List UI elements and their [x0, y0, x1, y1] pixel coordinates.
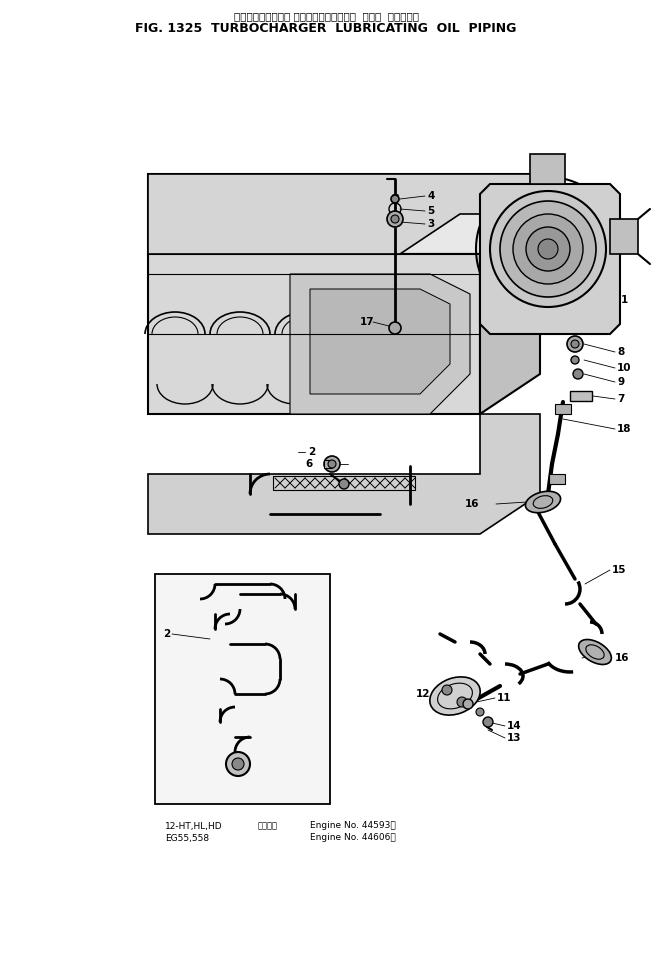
- Circle shape: [389, 322, 401, 334]
- Circle shape: [328, 460, 336, 468]
- Circle shape: [513, 214, 583, 284]
- Text: EG55,558: EG55,558: [165, 834, 209, 843]
- Circle shape: [391, 195, 399, 203]
- Circle shape: [457, 697, 467, 707]
- Text: 6: 6: [305, 459, 312, 469]
- Circle shape: [387, 211, 403, 227]
- Circle shape: [571, 340, 579, 348]
- Ellipse shape: [430, 677, 480, 715]
- Text: 16: 16: [615, 653, 629, 663]
- Circle shape: [526, 227, 570, 271]
- Text: 14: 14: [507, 721, 522, 731]
- Polygon shape: [480, 214, 540, 414]
- Polygon shape: [148, 174, 540, 254]
- Circle shape: [490, 191, 606, 307]
- Circle shape: [538, 239, 558, 259]
- Circle shape: [476, 708, 484, 716]
- Bar: [273, 476, 415, 490]
- Text: 12: 12: [415, 689, 430, 699]
- Text: 1: 1: [621, 295, 629, 305]
- Circle shape: [500, 201, 596, 297]
- Circle shape: [226, 752, 250, 776]
- Text: FIG. 1325  TURBOCHARGER  LUBRICATING  OIL  PIPING: FIG. 1325 TURBOCHARGER LUBRICATING OIL P…: [136, 21, 516, 34]
- Text: 3: 3: [427, 219, 434, 229]
- Text: 17: 17: [360, 317, 375, 327]
- Circle shape: [232, 758, 244, 770]
- Text: 18: 18: [617, 424, 632, 434]
- Text: 12-HT,HL,HD: 12-HT,HL,HD: [165, 821, 222, 831]
- Polygon shape: [148, 414, 540, 534]
- Text: 5: 5: [427, 206, 434, 216]
- Circle shape: [463, 699, 473, 709]
- Circle shape: [324, 456, 340, 472]
- Circle shape: [483, 717, 493, 727]
- Text: 8: 8: [617, 347, 624, 357]
- Bar: [555, 404, 571, 414]
- Circle shape: [573, 369, 583, 379]
- Bar: [530, 154, 565, 184]
- Text: 11: 11: [497, 693, 512, 703]
- Polygon shape: [148, 174, 540, 254]
- Text: 適用号筆: 適用号筆: [258, 821, 278, 831]
- Bar: [155, 574, 330, 804]
- Circle shape: [567, 336, 583, 352]
- Ellipse shape: [526, 491, 561, 512]
- Text: 16: 16: [465, 499, 479, 509]
- Polygon shape: [290, 274, 470, 414]
- Text: 10: 10: [617, 363, 632, 373]
- Text: 2: 2: [163, 629, 170, 639]
- Text: Engine No. 44593～: Engine No. 44593～: [310, 821, 396, 831]
- Text: 7: 7: [617, 394, 625, 404]
- Circle shape: [339, 479, 349, 489]
- Bar: [570, 391, 592, 401]
- Text: 13: 13: [507, 733, 522, 743]
- Polygon shape: [148, 254, 480, 414]
- Ellipse shape: [578, 640, 612, 664]
- Text: ターボチャージャー ルーブリケーティング  オイル  パイピング: ターボチャージャー ルーブリケーティング オイル パイピング: [233, 11, 419, 21]
- Circle shape: [391, 215, 399, 223]
- Polygon shape: [480, 184, 620, 334]
- Circle shape: [442, 685, 452, 695]
- Bar: [610, 219, 638, 254]
- Bar: [324, 460, 332, 468]
- Text: 4: 4: [427, 191, 434, 201]
- Circle shape: [571, 356, 579, 364]
- Polygon shape: [310, 289, 450, 394]
- Bar: [549, 474, 565, 484]
- Text: 2: 2: [308, 447, 316, 457]
- Text: 9: 9: [617, 377, 624, 387]
- Text: 15: 15: [612, 565, 627, 575]
- Text: Engine No. 44606～: Engine No. 44606～: [310, 834, 396, 843]
